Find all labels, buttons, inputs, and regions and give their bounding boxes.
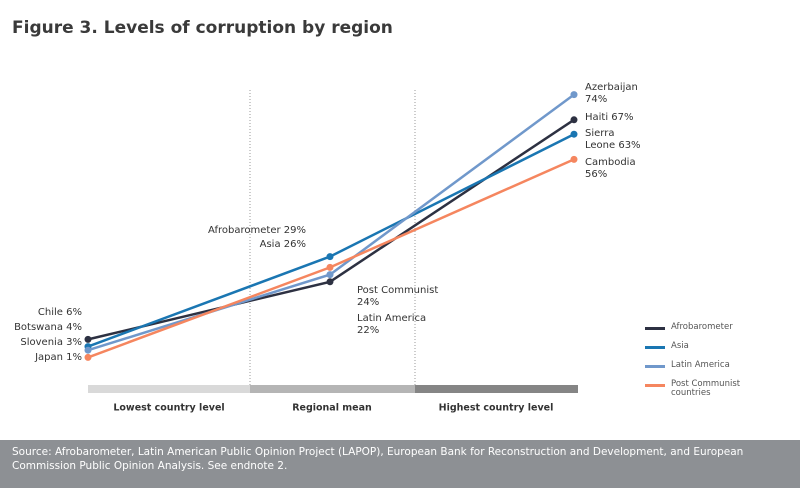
annotation: Sierra — [585, 128, 614, 139]
legend-swatch — [645, 384, 665, 387]
legend-label: Asia — [671, 341, 689, 351]
annotation: Azerbaijan — [585, 82, 638, 93]
annotation: Cambodia — [585, 157, 636, 168]
annotation: 24% — [357, 297, 379, 308]
annotation: Chile 6% — [38, 307, 82, 318]
annotation: Leone 63% — [585, 140, 641, 151]
point — [84, 353, 92, 361]
legend-label: Afrobarometer — [671, 322, 733, 332]
legend-label: Post Communist countries — [671, 379, 741, 398]
point — [84, 346, 92, 354]
series-line — [87, 133, 575, 348]
chart: Figure 3. Levels of corruption by region… — [12, 18, 641, 414]
annotation: 74% — [585, 94, 607, 105]
point — [84, 335, 92, 343]
annotation: Latin America — [357, 313, 426, 324]
band — [88, 385, 250, 393]
annotation: Slovenia 3% — [20, 337, 82, 348]
annotation: Post Communist — [357, 285, 438, 296]
point — [570, 130, 578, 138]
legend-item: Latin America — [645, 361, 755, 370]
legend-swatch — [645, 327, 665, 330]
annotation: Haiti 67% — [585, 112, 634, 123]
source: Source: Afrobarometer, Latin American Pu… — [0, 440, 800, 488]
chart-title: Figure 3. Levels of corruption by region — [12, 18, 393, 38]
band — [250, 385, 415, 393]
legend-swatch — [645, 346, 665, 349]
annotation: 56% — [585, 169, 607, 180]
annotation: Botswana 4% — [14, 322, 82, 333]
x-tick-label: Regional mean — [292, 403, 372, 414]
series-line — [87, 118, 575, 341]
legend-item: Asia — [645, 342, 755, 351]
annotation: 22% — [357, 325, 379, 336]
point — [326, 253, 334, 261]
point — [570, 116, 578, 124]
series-line — [87, 93, 575, 352]
point — [326, 271, 334, 279]
legend-swatch — [645, 365, 665, 368]
x-tick-label: Lowest country level — [113, 403, 224, 414]
point — [326, 263, 334, 271]
point — [326, 278, 334, 286]
annotation: Asia 26% — [260, 239, 306, 250]
band — [415, 385, 578, 393]
annotation: Japan 1% — [34, 352, 82, 363]
legend-item: Post Communist countries — [645, 380, 755, 398]
legend-label: Latin America — [671, 360, 730, 370]
legend-item: Afrobarometer — [645, 323, 755, 332]
point — [570, 155, 578, 163]
annotation: Afrobarometer 29% — [208, 225, 306, 236]
point — [570, 91, 578, 99]
x-tick-label: Highest country level — [439, 403, 554, 414]
